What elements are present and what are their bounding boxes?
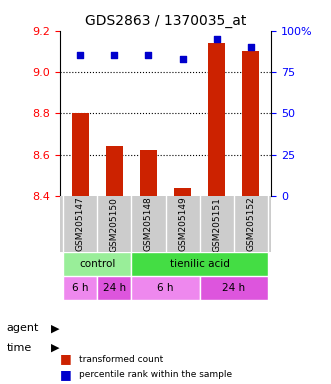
Text: GSM205150: GSM205150 bbox=[110, 197, 119, 252]
Text: control: control bbox=[79, 259, 115, 269]
Text: 6 h: 6 h bbox=[72, 283, 88, 293]
Bar bbox=[208, 43, 225, 196]
FancyBboxPatch shape bbox=[63, 276, 97, 300]
Bar bbox=[242, 51, 260, 196]
Point bbox=[248, 44, 254, 50]
Text: GSM205147: GSM205147 bbox=[75, 197, 85, 252]
FancyBboxPatch shape bbox=[200, 276, 268, 300]
Text: agent: agent bbox=[7, 323, 39, 333]
Bar bbox=[174, 187, 191, 196]
Text: GSM205149: GSM205149 bbox=[178, 197, 187, 252]
Text: 24 h: 24 h bbox=[103, 283, 126, 293]
Text: ▶: ▶ bbox=[51, 343, 60, 353]
Text: transformed count: transformed count bbox=[79, 354, 164, 364]
Text: ■: ■ bbox=[60, 353, 71, 366]
Title: GDS2863 / 1370035_at: GDS2863 / 1370035_at bbox=[85, 14, 246, 28]
Bar bbox=[106, 146, 123, 196]
FancyBboxPatch shape bbox=[63, 252, 131, 276]
Point bbox=[214, 36, 219, 42]
Text: percentile rank within the sample: percentile rank within the sample bbox=[79, 370, 233, 379]
FancyBboxPatch shape bbox=[97, 276, 131, 300]
Text: tienilic acid: tienilic acid bbox=[170, 259, 230, 269]
Text: ■: ■ bbox=[60, 368, 71, 381]
Text: ▶: ▶ bbox=[51, 323, 60, 333]
Point bbox=[146, 52, 151, 58]
Point bbox=[77, 52, 83, 58]
FancyBboxPatch shape bbox=[131, 276, 200, 300]
Text: GSM205152: GSM205152 bbox=[246, 197, 256, 252]
Bar bbox=[71, 113, 89, 196]
Text: GSM205151: GSM205151 bbox=[212, 197, 221, 252]
Text: 6 h: 6 h bbox=[157, 283, 174, 293]
Text: time: time bbox=[7, 343, 32, 353]
Text: 24 h: 24 h bbox=[222, 283, 245, 293]
Bar bbox=[140, 151, 157, 196]
Point bbox=[112, 52, 117, 58]
FancyBboxPatch shape bbox=[131, 252, 268, 276]
Point bbox=[180, 56, 185, 62]
Text: GSM205148: GSM205148 bbox=[144, 197, 153, 252]
